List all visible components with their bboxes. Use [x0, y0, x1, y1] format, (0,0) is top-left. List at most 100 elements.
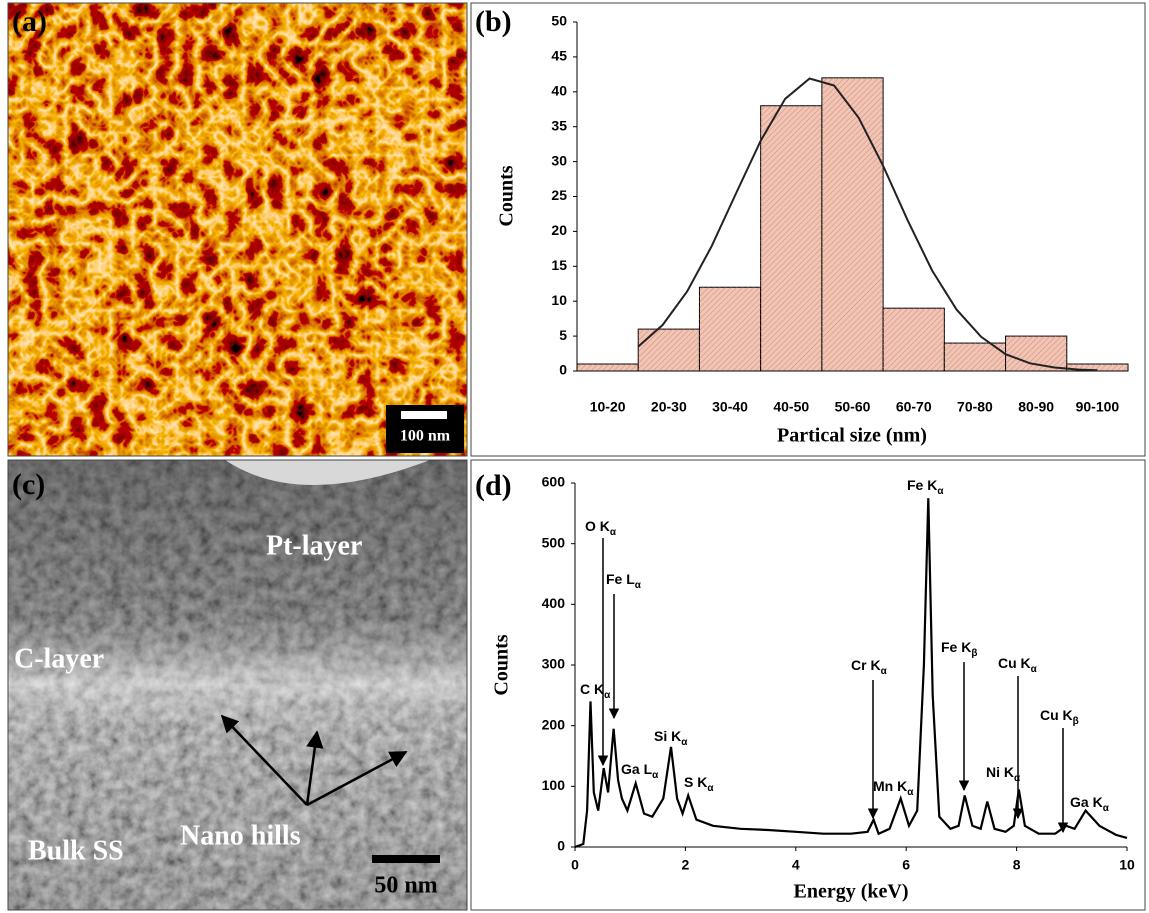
bar — [638, 329, 699, 371]
x-tick-label: 8 — [1013, 857, 1021, 873]
y-tick-label: 30 — [551, 152, 567, 168]
bar — [883, 308, 944, 371]
peak-label-sub: α — [635, 580, 642, 591]
x-tick-label: 4 — [792, 857, 800, 873]
x-tick-label: 10 — [1119, 857, 1135, 873]
peak-label: Fe Lα — [606, 571, 642, 591]
peak-label: S Kα — [684, 774, 714, 794]
x-tick-label: 0 — [571, 857, 579, 873]
y-tick-label: 300 — [542, 656, 566, 672]
peak-label: Cr Kα — [851, 657, 888, 677]
peak-label-sub: α — [707, 783, 714, 794]
peak-label-text: Cr K — [851, 657, 881, 673]
peak-label: Si Kα — [654, 728, 688, 748]
afm-texture — [8, 3, 467, 456]
panel-label: (d) — [475, 469, 512, 502]
peak-label-text: O K — [585, 518, 610, 534]
peak-label-text: Fe L — [606, 571, 635, 587]
y-axis-title: Counts — [491, 634, 513, 695]
peak-label: Fe Kβ — [941, 639, 977, 659]
scale-bar — [401, 411, 447, 419]
y-tick-label: 40 — [551, 83, 567, 99]
y-tick-label: 20 — [551, 222, 567, 238]
scale-bar — [372, 855, 440, 863]
peak-label-sub: α — [652, 770, 659, 781]
annotation: C-layer — [14, 643, 104, 674]
x-tick-label: 10-20 — [590, 399, 626, 415]
bar — [577, 364, 638, 371]
annotation: Pt-layer — [266, 530, 362, 561]
x-tick-label: 70-80 — [957, 399, 993, 415]
y-tick-label: 15 — [551, 257, 567, 273]
panel-label: (a) — [12, 5, 47, 38]
peak-label: C Kα — [580, 681, 611, 701]
x-tick-label: 2 — [682, 857, 690, 873]
peak-label-text: Mn K — [873, 778, 907, 794]
x-tick-label: 50-60 — [835, 399, 871, 415]
peak-label-text: Fe K — [941, 639, 971, 655]
y-tick-label: 10 — [551, 292, 567, 308]
x-tick-label: 20-30 — [651, 399, 687, 415]
y-tick-label: 35 — [551, 117, 567, 133]
x-tick-label: 6 — [902, 857, 910, 873]
bar — [699, 287, 760, 371]
x-tick-label: 90-100 — [1076, 399, 1120, 415]
y-tick-label: 45 — [551, 48, 567, 64]
peak-label-sub: β — [971, 648, 977, 659]
y-tick-label: 400 — [542, 595, 566, 611]
peak-label: Ga Kα — [1070, 794, 1110, 814]
peak-label-sub: α — [1103, 803, 1110, 814]
peak-label-text: Fe K — [907, 477, 937, 493]
scale-label: 100 nm — [400, 428, 451, 445]
annotation: Nano hills — [180, 820, 301, 851]
y-tick-label: 25 — [551, 187, 567, 203]
bar — [1006, 336, 1067, 371]
y-tick-label: 200 — [542, 716, 566, 732]
y-tick-label: 5 — [559, 327, 567, 343]
peak-label-sub: β — [1073, 716, 1079, 727]
y-tick-label: 0 — [557, 838, 565, 854]
x-tick-label: 40-50 — [773, 399, 809, 415]
y-tick-label: 100 — [542, 777, 566, 793]
peak-label-text: Cu K — [998, 655, 1031, 671]
peak-label-text: S K — [684, 774, 707, 790]
x-axis-title: Partical size (nm) — [777, 425, 927, 447]
peak-label-sub: α — [681, 737, 688, 748]
peak-label-text: Ni K — [986, 764, 1014, 780]
scale-label: 50 nm — [374, 873, 437, 899]
panel-label: (b) — [475, 5, 512, 38]
x-tick-label: 60-70 — [896, 399, 932, 415]
panel-label: (c) — [12, 468, 45, 501]
peak-label: Cu Kα — [998, 655, 1038, 675]
peak-label-text: Cu K — [1040, 707, 1073, 723]
peak-label: Fe Kα — [907, 477, 944, 497]
peak-label: Ga Lα — [621, 761, 659, 781]
panel-a: (a) 100 nm — [8, 3, 467, 456]
bar — [822, 78, 883, 371]
frame — [471, 460, 1145, 910]
y-tick-label: 600 — [542, 474, 566, 490]
peak-label: Mn Kα — [873, 778, 914, 798]
panel-c: (c) Pt-layer C-layer Bulk SS Nano hills … — [8, 460, 467, 910]
peak-label-sub: α — [881, 666, 888, 677]
figure: (a) 100 nm (c) Pt-layer C-layer Bulk SS … — [0, 0, 1149, 913]
peak-label-sub: α — [610, 527, 617, 538]
peak-label-text: Si K — [654, 728, 681, 744]
peak-label-text: C K — [580, 681, 604, 697]
peak-label-text: Ga L — [621, 761, 653, 777]
y-tick-label: 500 — [542, 534, 566, 550]
x-axis-title: Energy (keV) — [794, 881, 909, 903]
peak-label-sub: α — [907, 787, 914, 798]
peak-label: Cu Kβ — [1040, 707, 1079, 727]
y-axis-title: Counts — [496, 165, 518, 226]
peak-label: O Kα — [585, 518, 617, 538]
y-tick-label: 0 — [559, 362, 567, 378]
peak-label-text: Ga K — [1070, 794, 1103, 810]
bar — [761, 106, 822, 371]
x-tick-label: 80-90 — [1018, 399, 1054, 415]
x-tick-label: 30-40 — [712, 399, 748, 415]
peak-label-sub: α — [604, 690, 611, 701]
peak-label: Ni Kα — [986, 764, 1021, 784]
y-tick-label: 50 — [551, 13, 567, 29]
peak-label-sub: α — [937, 486, 944, 497]
